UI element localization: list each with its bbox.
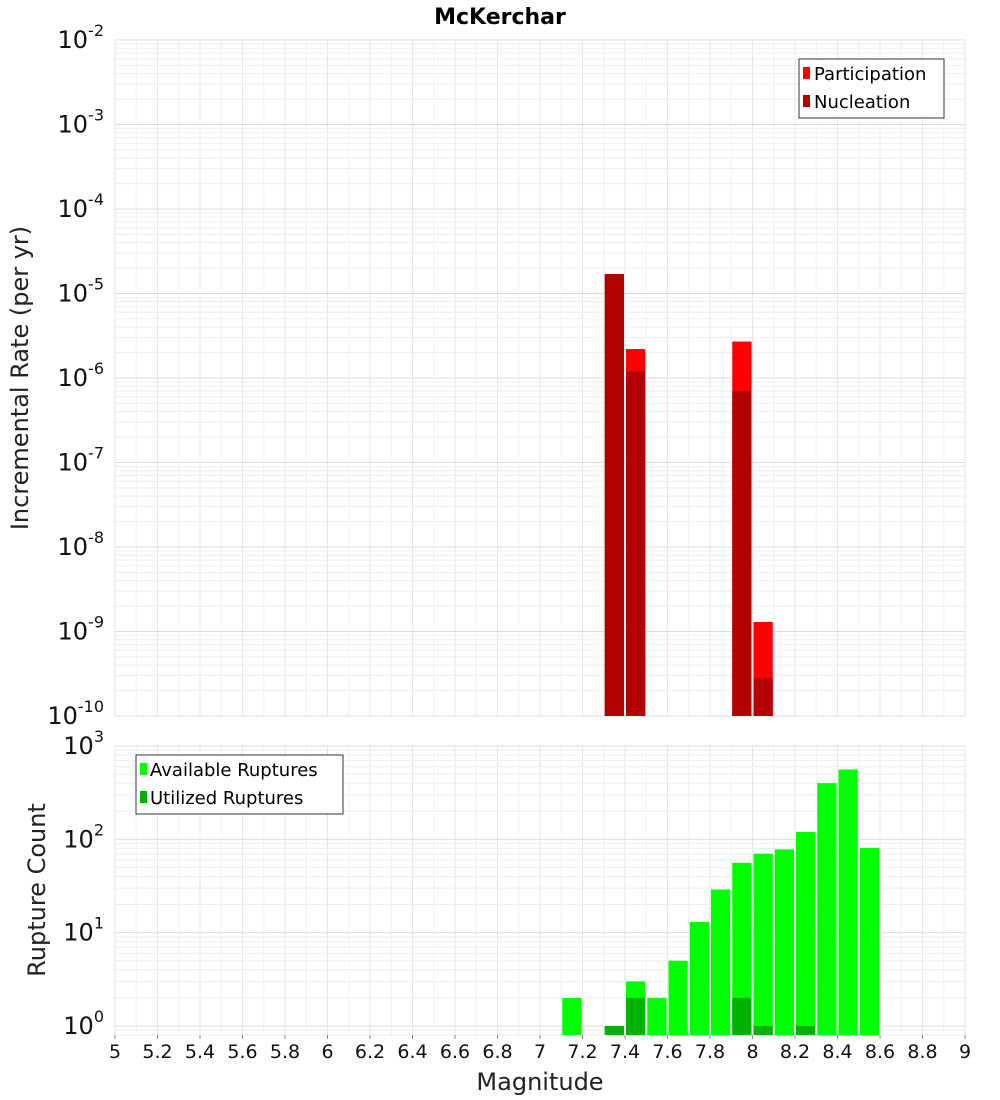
y-tick-label: 100 [63,1007,104,1040]
bar-available-ruptures [732,862,752,1035]
legend-swatch-nucleation [803,95,810,107]
rate-bars [604,274,773,716]
chart-title: McKerchar [434,5,566,30]
count-legend-box [135,754,344,815]
legend-label-participation: Participation [814,64,926,85]
bar-available-ruptures [796,831,816,1035]
bar-available-ruptures [817,783,837,1035]
count-panel: 100 101 102 103 5 5.2 5.4 5.6 5.8 6 6.2 6.4 6.6 6.8 7… [23,727,971,1096]
x-tick-label: 7.6 [652,1041,682,1063]
x-tick-label: 6.6 [440,1041,470,1063]
legend-label-nucleation: Nucleation [814,92,910,113]
bar-nucleation [604,274,624,716]
y-tick-label: 10-8 [58,528,105,561]
y-tick-label: 10-2 [58,21,105,54]
x-tick-label: 5.4 [185,1041,215,1063]
y-tick-label: 10-9 [58,613,105,646]
y-tick-label: 10-5 [58,275,105,308]
x-tick-label: 7.8 [695,1041,725,1063]
bar-available-ruptures [838,769,858,1035]
x-tick-label: 8.8 [907,1041,937,1063]
bar-available-ruptures [753,853,773,1035]
bar-available-ruptures [774,849,794,1035]
x-tick-label: 5.8 [270,1041,300,1063]
x-tick-label: 8 [746,1041,758,1063]
y-tick-label: 10-4 [58,190,105,223]
bar-utilized-ruptures [604,1025,624,1035]
rate-legend: Participation Nucleation [798,58,945,119]
x-tick-label: 5 [109,1041,121,1063]
legend-swatch-participation [803,67,810,79]
count-y-ticks: 100 101 102 103 [63,727,104,1040]
bar-utilized-ruptures [732,997,752,1035]
x-axis-label: Magnitude [476,1068,603,1096]
x-tick-label: 5.2 [142,1041,172,1063]
x-tick-label: 6.4 [397,1041,427,1063]
x-tick-label: 6.2 [355,1041,385,1063]
count-legend: Available Ruptures Utilized Ruptures [135,754,344,815]
x-tick-label: 6.8 [482,1041,512,1063]
bar-available-ruptures [647,997,667,1035]
y-tick-label: 103 [63,727,104,760]
y-tick-label: 10-10 [47,697,104,730]
legend-swatch-available-ruptures [140,763,147,775]
rate-panel: 10-10 10-9 10-8 10-7 10-6 10-5 10-4 10-3 10-2 In… [6,21,966,730]
rate-y-axis-label: Incremental Rate (per yr) [6,226,34,530]
legend-label-available-ruptures: Available Ruptures [150,760,318,781]
bar-utilized-ruptures [753,1025,773,1035]
bar-nucleation [732,391,752,716]
rate-grid [114,39,966,717]
magnitude-x-ticks: 5 5.2 5.4 5.6 5.8 6 6.2 6.4 6.6 6.8 7 7.2 7.4 7.6 7.8 8… [109,1035,971,1063]
bar-available-ruptures [859,847,879,1035]
bar-available-ruptures [668,960,688,1035]
y-tick-label: 101 [63,914,104,947]
x-tick-label: 8.6 [865,1041,895,1063]
y-tick-label: 10-7 [58,444,105,477]
bar-nucleation [626,371,646,716]
x-tick-label: 7.2 [567,1041,597,1063]
bar-available-ruptures [562,997,582,1035]
x-tick-label: 8.4 [822,1041,852,1063]
rate-y-ticks: 10-10 10-9 10-8 10-7 10-6 10-5 10-4 10-3 10-2 [47,21,104,730]
y-tick-label: 10-6 [58,359,105,392]
count-y-axis-label: Rupture Count [23,803,51,977]
x-tick-label: 6 [321,1041,333,1063]
rate-legend-box [798,58,945,119]
bar-utilized-ruptures [626,997,646,1035]
x-tick-label: 9 [959,1041,971,1063]
y-tick-label: 102 [63,820,104,853]
bar-available-ruptures [711,889,731,1035]
count-bars [562,769,879,1035]
x-tick-label: 7.4 [610,1041,640,1063]
bar-utilized-ruptures [796,1025,816,1035]
bar-available-ruptures [689,922,709,1035]
x-tick-label: 8.2 [780,1041,810,1063]
x-tick-label: 7 [534,1041,546,1063]
legend-swatch-utilized-ruptures [140,791,147,803]
legend-label-utilized-ruptures: Utilized Ruptures [150,788,303,809]
x-tick-label: 5.6 [227,1041,257,1063]
bar-nucleation [753,678,773,716]
y-tick-label: 10-3 [58,106,105,139]
